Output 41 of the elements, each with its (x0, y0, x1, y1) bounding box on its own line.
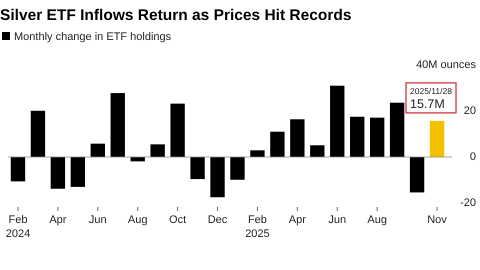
x-tick-label: Aug (367, 214, 387, 226)
x-tick-label: Apr (288, 214, 306, 226)
bar (110, 93, 125, 157)
bar (10, 157, 26, 182)
bar (30, 110, 46, 157)
x-tick-label: Dec (208, 214, 228, 226)
bar (270, 132, 285, 157)
bar (150, 144, 165, 157)
y-tick-label: 40M ounces (416, 58, 476, 71)
y-tick-label: -20 (460, 196, 476, 209)
x-tick-label: Aug (128, 214, 148, 226)
annotation: 2025/11/28 (410, 86, 452, 96)
x-tick-label: Jun (88, 214, 107, 226)
bar (230, 157, 245, 180)
x-tick-label: Feb 2025 (245, 214, 270, 240)
bar (410, 157, 424, 192)
bar (210, 157, 225, 198)
bar (170, 104, 185, 157)
bar (50, 157, 66, 189)
y-tick-label: 0 (470, 150, 476, 163)
chart-title: Silver ETF Inflows Return as Prices Hit Records (0, 7, 352, 24)
bar (430, 120, 444, 157)
y-tick-label: 20 (464, 104, 476, 117)
bar (70, 157, 86, 187)
x-tick-label: Nov (427, 214, 448, 226)
legend-label: Monthly change in ETF holdings (14, 31, 172, 43)
bar (130, 157, 145, 162)
x-tick-label: Oct (169, 214, 186, 226)
bar (310, 145, 324, 157)
bar (370, 118, 384, 157)
x-tick-label: Jun (328, 214, 346, 226)
bar (190, 157, 205, 180)
bar (290, 119, 305, 157)
x-tick-label: Apr (49, 214, 67, 226)
annotation: 15.7M (410, 96, 445, 111)
x-tick-label: Feb 2024 (6, 214, 30, 240)
bar (390, 102, 404, 157)
bar (90, 144, 105, 157)
bar (250, 150, 265, 157)
bar (350, 116, 364, 157)
bar (330, 86, 344, 157)
